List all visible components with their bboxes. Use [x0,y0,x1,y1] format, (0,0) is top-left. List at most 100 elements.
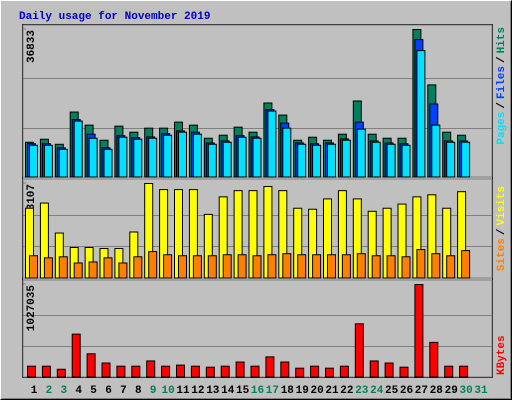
x-tick-label: 31 [474,385,488,397]
bar [133,256,143,279]
bar [371,255,381,279]
bar [325,367,334,378]
x-tick-label: 23 [355,385,369,397]
bar [327,143,336,178]
legend: Pages / Files / Hits [496,27,508,145]
bar [386,255,396,279]
bar [297,254,307,279]
x-tick-label: 6 [105,385,112,397]
x-tick-label: 27 [415,385,428,397]
bar [431,124,441,178]
x-tick-label: 20 [310,385,323,397]
bar [178,255,187,279]
x-tick-label: 18 [281,385,295,397]
legend-entry: KBytes [496,335,508,375]
bar [386,143,396,178]
bar [341,254,351,279]
x-tick-label: 28 [430,385,444,397]
bar [116,365,126,378]
bar [235,361,245,378]
bar [399,366,409,378]
x-tick-label: 11 [176,385,190,397]
bar [252,137,262,178]
x-tick-label: 26 [400,385,413,397]
x-tick-label: 2 [46,385,53,397]
x-tick-label: 25 [385,385,399,397]
x-tick-label: 29 [445,385,458,397]
bar [148,251,158,279]
bar [192,133,202,178]
bar [280,361,290,378]
panel [22,279,493,378]
legend-entry: Sites [496,238,508,271]
bar [190,365,200,378]
bar [310,365,320,378]
bar [43,257,53,279]
x-tick-label: 1 [31,385,38,397]
bar [459,365,469,378]
x-tick-label: 24 [370,385,384,397]
bar [133,138,143,178]
legend: KBytes [496,335,508,375]
bar [354,323,364,378]
bar [312,254,322,279]
bar [297,143,307,178]
bar [146,360,156,378]
bar [161,365,171,378]
bar [356,128,366,178]
bar [118,136,128,178]
bar [148,137,158,178]
bar [312,144,322,178]
bar [86,353,96,378]
bar [58,148,68,178]
bar [267,110,277,178]
legend-entry: Pages [496,112,508,145]
legend-separator: / [496,56,508,63]
bar [401,256,411,279]
bar [205,366,215,378]
bar [461,141,471,178]
bar [220,365,230,378]
x-tick-label: 12 [191,385,204,397]
bar [73,262,83,279]
x-tick-label: 8 [135,385,142,397]
x-tick-label: 7 [120,385,127,397]
bar [282,127,292,178]
bar [27,365,36,378]
bar [101,362,111,378]
y-max-label: 1027035 [26,285,38,332]
bar [71,333,81,378]
bar [252,255,262,279]
y-max-label: 3107 [26,184,38,210]
bar [41,365,51,378]
x-tick-label: 9 [150,385,157,397]
bar [103,148,113,178]
bar [461,250,471,279]
bar [444,365,454,378]
bar [282,253,292,279]
bar [265,356,275,378]
bar [118,262,128,279]
bar [250,365,260,378]
bar [446,141,456,178]
bar [29,255,38,279]
x-tick-label: 22 [340,385,353,397]
bar [103,257,113,279]
x-tick-label: 16 [251,385,264,397]
bar [267,254,277,279]
bar [176,364,185,378]
x-tick-label: 3 [60,385,67,397]
bar [341,139,351,178]
bar [207,143,217,178]
legend-entry: Files [496,66,508,99]
bar [88,137,98,178]
x-tick-label: 15 [236,385,250,397]
x-tick-label: 19 [296,385,309,397]
bar [414,284,424,378]
bar [29,144,38,178]
x-tick-label: 13 [206,385,220,397]
bar [431,253,441,279]
